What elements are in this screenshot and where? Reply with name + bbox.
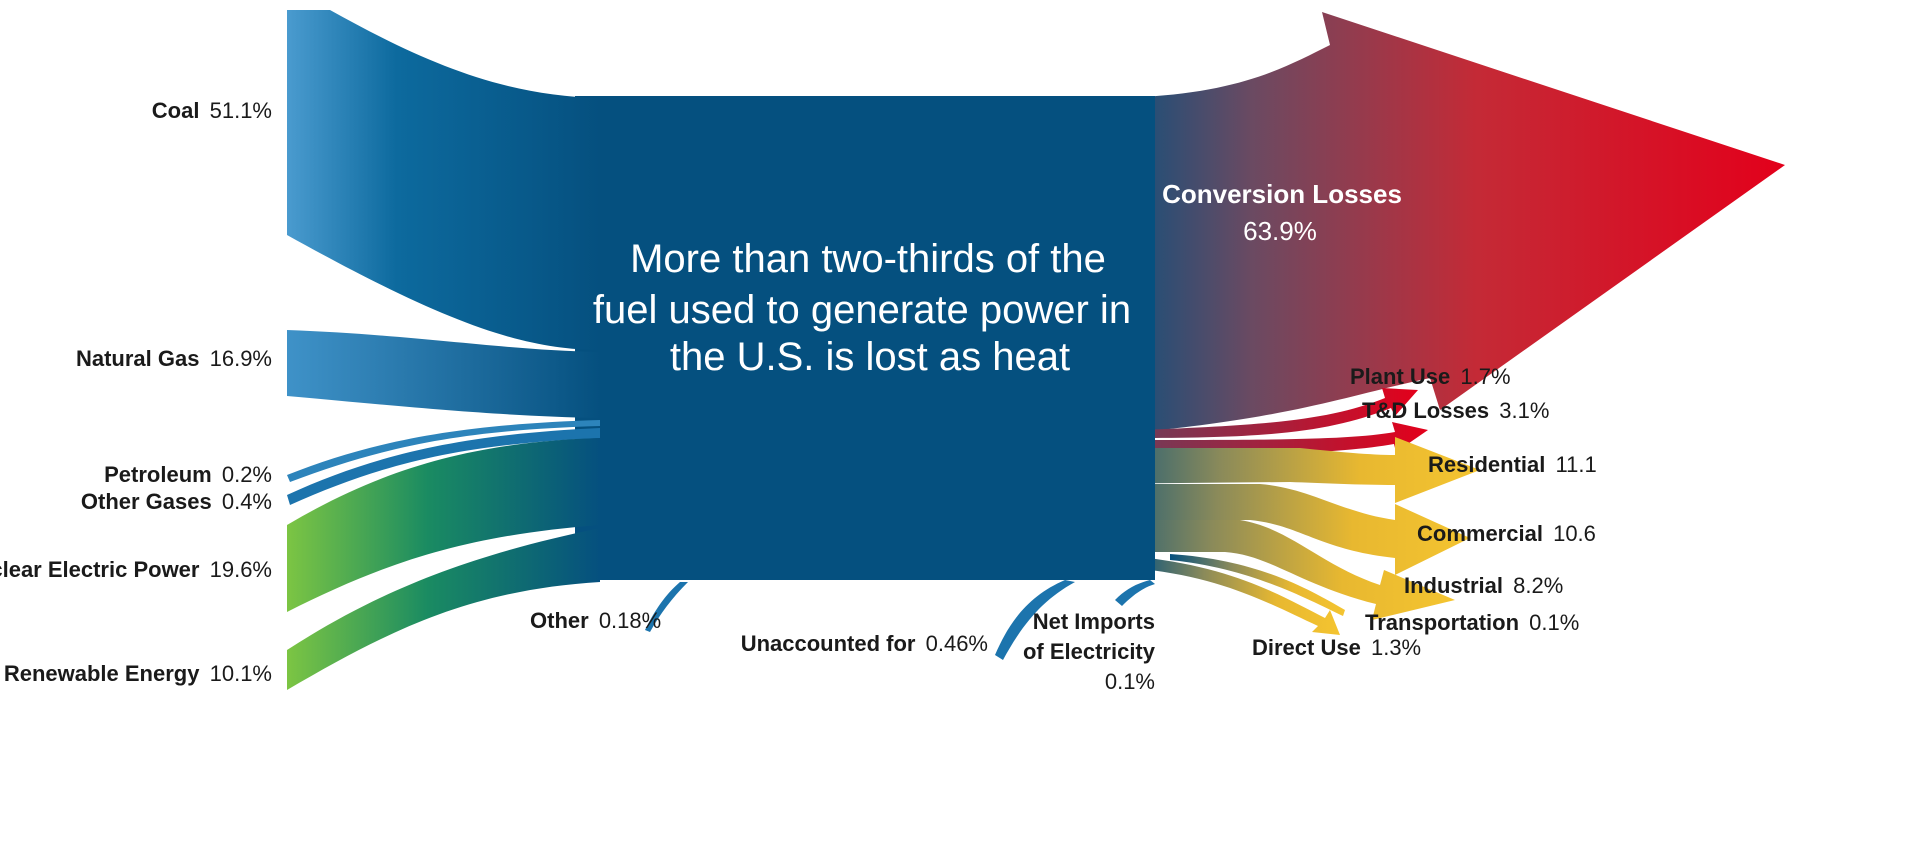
central-flow-body <box>575 96 1155 580</box>
other-name: Other <box>530 608 589 633</box>
plant-use-name: Plant Use <box>1350 364 1450 389</box>
natural-gas-name: Natural Gas <box>76 346 200 371</box>
residential-flow <box>1080 437 1480 503</box>
commercial-label: Commercial 10.6 <box>1417 521 1596 546</box>
direct-use-name: Direct Use <box>1252 635 1361 660</box>
coal-value: 51.1% <box>210 98 272 123</box>
conversion-losses-name: Conversion Losses <box>1162 179 1402 209</box>
other-gases-name: Other Gases <box>81 489 212 514</box>
other-inflow <box>645 582 688 632</box>
headline-line3: the U.S. is lost as heat <box>670 335 1070 379</box>
transportation-label: Transportation 0.1% <box>1365 610 1579 635</box>
nuclear-label: Nuclear Electric Power 19.6% <box>0 557 272 582</box>
headline-line1: More than two-thirds of the <box>630 237 1106 281</box>
plant-use-value: 1.7% <box>1460 364 1510 389</box>
nuclear-value: 19.6% <box>210 557 272 582</box>
other-gases-label: Other Gases 0.4% <box>81 489 272 514</box>
conversion-losses-value: 63.9% <box>1243 216 1317 246</box>
renewable-flow <box>287 528 600 690</box>
nuclear-name: Nuclear Electric Power <box>0 557 200 582</box>
petroleum-label: Petroleum 0.2% <box>104 462 272 487</box>
other-label: Other 0.18% <box>530 608 661 633</box>
industrial-value: 8.2% <box>1513 573 1563 598</box>
industrial-label: Industrial 8.2% <box>1404 573 1563 598</box>
transportation-value: 0.1% <box>1529 610 1579 635</box>
coal-label: Coal 51.1% <box>152 98 272 123</box>
direct-use-value: 1.3% <box>1371 635 1421 660</box>
net-imports-value: 0.1% <box>1105 669 1155 694</box>
net-imports-name-line2: of Electricity <box>1023 639 1156 664</box>
residential-label: Residential 11.1 <box>1428 452 1597 477</box>
industrial-flow <box>1080 520 1455 620</box>
headline-line2: fuel used to generate power in <box>593 288 1131 332</box>
commercial-name: Commercial <box>1417 521 1543 546</box>
residential-name: Residential <box>1428 452 1545 477</box>
petroleum-value: 0.2% <box>222 462 272 487</box>
direct-use-label: Direct Use 1.3% <box>1252 635 1421 660</box>
transportation-name: Transportation <box>1365 610 1519 635</box>
natural-gas-flow <box>287 330 600 418</box>
other-gases-flow <box>287 428 600 505</box>
natural-gas-value: 16.9% <box>210 346 272 371</box>
other-gases-value: 0.4% <box>222 489 272 514</box>
unaccounted-label: Unaccounted for 0.46% <box>741 631 988 656</box>
unaccounted-value: 0.46% <box>926 631 988 656</box>
td-losses-name: T&D Losses <box>1362 398 1489 423</box>
petroleum-flow <box>287 420 600 482</box>
industrial-name: Industrial <box>1404 573 1503 598</box>
conversion-losses-flow <box>1100 12 1785 430</box>
unaccounted-name: Unaccounted for <box>741 631 916 656</box>
td-losses-value: 3.1% <box>1499 398 1549 423</box>
renewable-value: 10.1% <box>210 661 272 686</box>
commercial-value: 10.6 <box>1553 521 1596 546</box>
td-losses-label: T&D Losses 3.1% <box>1362 398 1549 423</box>
renewable-name: Renewable Energy <box>4 661 200 686</box>
td-losses-flow <box>1130 422 1428 456</box>
other-value: 0.18% <box>599 608 661 633</box>
plant-use-label: Plant Use 1.7% <box>1350 364 1511 389</box>
natural-gas-label: Natural Gas 16.9% <box>76 346 272 371</box>
nuclear-flow <box>287 438 600 612</box>
net-imports-name-line1: Net Imports <box>1033 609 1155 634</box>
transportation-flow <box>1170 554 1345 616</box>
unaccounted-inflow <box>995 580 1075 660</box>
commercial-flow <box>1080 484 1470 575</box>
coal-name: Coal <box>152 98 200 123</box>
residential-value: 11.1 <box>1556 452 1597 477</box>
net-imports-inflow <box>1115 580 1155 606</box>
coal-flow <box>287 10 600 350</box>
plant-use-flow <box>1140 388 1418 438</box>
petroleum-name: Petroleum <box>104 462 212 487</box>
renewable-label: Renewable Energy 10.1% <box>4 661 272 686</box>
